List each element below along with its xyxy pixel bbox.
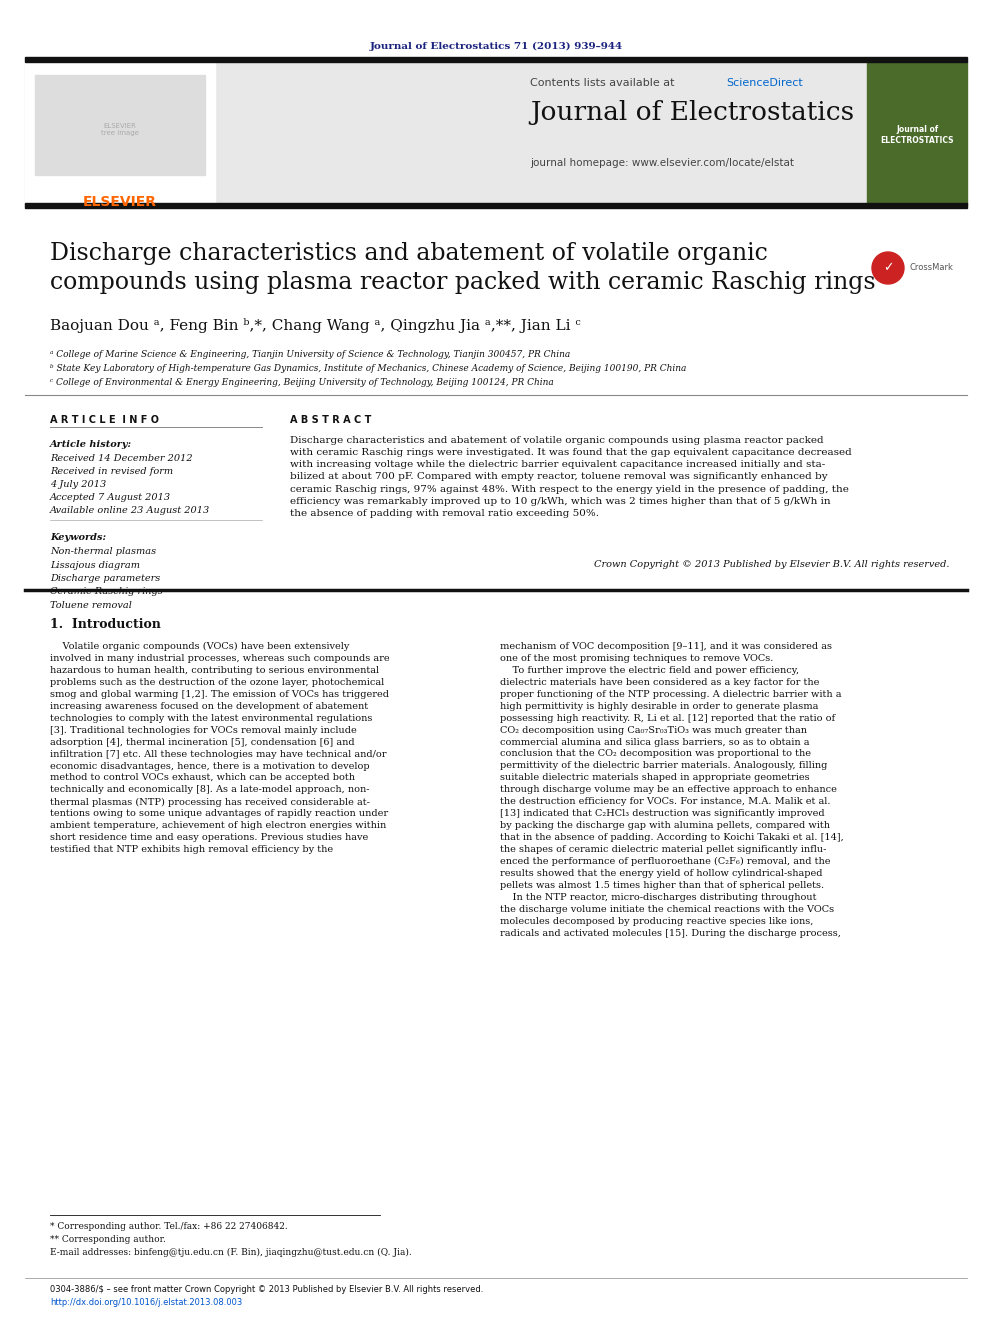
Text: ** Corresponding author.: ** Corresponding author. [50, 1234, 166, 1244]
Text: Received 14 December 2012: Received 14 December 2012 [50, 454, 192, 463]
Text: E-mail addresses: binfeng@tju.edu.cn (F. Bin), jiaqingzhu@tust.edu.cn (Q. Jia).: E-mail addresses: binfeng@tju.edu.cn (F.… [50, 1248, 412, 1257]
Text: ScienceDirect: ScienceDirect [726, 78, 803, 89]
Text: 1.  Introduction: 1. Introduction [50, 618, 161, 631]
Text: Discharge characteristics and abatement of volatile organic compounds using plas: Discharge characteristics and abatement … [290, 437, 852, 517]
Text: Volatile organic compounds (VOCs) have been extensively
involved in many industr: Volatile organic compounds (VOCs) have b… [50, 642, 390, 855]
Text: Contents lists available at: Contents lists available at [530, 78, 678, 89]
Text: Baojuan Dou ᵃ, Feng Bin ᵇ,*, Chang Wang ᵃ, Qingzhu Jia ᵃ,**, Jian Li ᶜ: Baojuan Dou ᵃ, Feng Bin ᵇ,*, Chang Wang … [50, 318, 580, 333]
Bar [25, 62, 215, 205]
Circle shape [872, 251, 904, 284]
Text: 0304-3886/$ – see front matter Crown Copyright © 2013 Published by Elsevier B.V.: 0304-3886/$ – see front matter Crown Cop… [50, 1285, 483, 1294]
Text: journal homepage: www.elsevier.com/locate/elstat: journal homepage: www.elsevier.com/locat… [530, 157, 794, 168]
Bar [25, 62, 867, 205]
Text: ᵇ State Key Laboratory of High-temperature Gas Dynamics, Institute of Mechanics,: ᵇ State Key Laboratory of High-temperatu… [50, 364, 686, 373]
Text: Accepted 7 August 2013: Accepted 7 August 2013 [50, 493, 172, 501]
Text: A R T I C L E  I N F O: A R T I C L E I N F O [50, 415, 159, 425]
Bar [35, 75, 205, 175]
Text: Keywords:: Keywords: [50, 533, 106, 542]
Text: Lissajous diagram: Lissajous diagram [50, 561, 140, 569]
Text: Discharge characteristics and abatement of volatile organic
compounds using plas: Discharge characteristics and abatement … [50, 242, 876, 294]
Text: Ceramic Raschig rings: Ceramic Raschig rings [50, 587, 163, 597]
Text: Received in revised form: Received in revised form [50, 467, 174, 476]
Text: ✓: ✓ [883, 262, 893, 274]
Text: ELSEVIER: ELSEVIER [83, 194, 157, 209]
Text: ELSEVIER
tree image: ELSEVIER tree image [101, 123, 139, 136]
Text: ᵃ College of Marine Science & Engineering, Tianjin University of Science & Techn: ᵃ College of Marine Science & Engineerin… [50, 351, 570, 359]
Text: mechanism of VOC decomposition [9–11], and it was considered as
one of the most : mechanism of VOC decomposition [9–11], a… [500, 642, 844, 938]
Text: Toluene removal: Toluene removal [50, 601, 132, 610]
Text: A B S T R A C T: A B S T R A C T [290, 415, 371, 425]
Bar [25, 57, 967, 62]
Text: Discharge parameters: Discharge parameters [50, 574, 161, 583]
Bar [867, 62, 967, 205]
Text: Journal of
ELECTROSTATICS: Journal of ELECTROSTATICS [880, 124, 953, 146]
Text: Non-thermal plasmas: Non-thermal plasmas [50, 546, 156, 556]
Text: Available online 23 August 2013: Available online 23 August 2013 [50, 505, 210, 515]
Text: Crown Copyright © 2013 Published by Elsevier B.V. All rights reserved.: Crown Copyright © 2013 Published by Else… [594, 560, 950, 569]
Text: Article history:: Article history: [50, 441, 132, 448]
Text: CrossMark: CrossMark [910, 263, 954, 273]
Text: http://dx.doi.org/10.1016/j.elstat.2013.08.003: http://dx.doi.org/10.1016/j.elstat.2013.… [50, 1298, 242, 1307]
Text: * Corresponding author. Tel./fax: +86 22 27406842.: * Corresponding author. Tel./fax: +86 22… [50, 1222, 288, 1230]
Bar [25, 202, 967, 208]
Text: Journal of Electrostatics 71 (2013) 939–944: Journal of Electrostatics 71 (2013) 939–… [369, 42, 623, 52]
Text: Journal of Electrostatics: Journal of Electrostatics [530, 101, 854, 124]
Text: 4 July 2013: 4 July 2013 [50, 480, 106, 490]
Text: ᶜ College of Environmental & Energy Engineering, Beijing University of Technolog: ᶜ College of Environmental & Energy Engi… [50, 378, 554, 388]
